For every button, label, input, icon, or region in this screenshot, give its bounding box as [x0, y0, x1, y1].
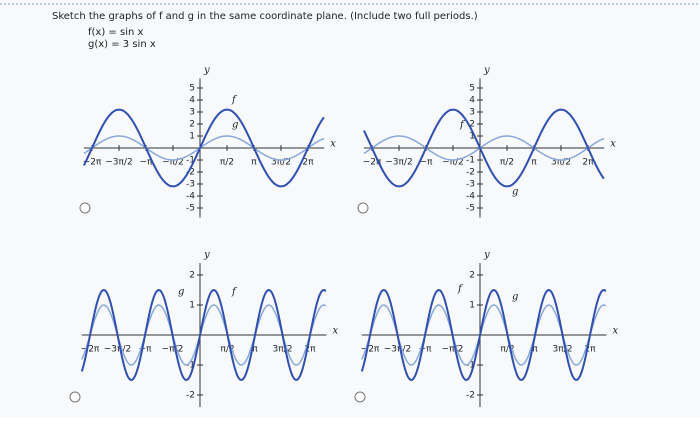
radio-button[interactable] — [79, 202, 91, 214]
x-tick-label: π — [252, 345, 258, 355]
y-tick-label: 3 — [469, 108, 475, 118]
x-tick-label: π/2 — [500, 158, 514, 168]
y-tick-label: -4 — [466, 192, 475, 202]
y-tick-label: -1 — [466, 361, 475, 371]
y-tick-label: 4 — [469, 96, 475, 106]
y-tick-label: -1 — [466, 156, 475, 166]
y-tick-label: 2 — [469, 120, 475, 130]
y-tick-label: -3 — [186, 180, 195, 190]
x-tick-label: π — [531, 158, 537, 168]
y-axis-label: y — [203, 250, 210, 261]
x-tick-label: −2π — [361, 345, 380, 355]
x-tick-label: −π/2 — [442, 158, 464, 168]
radio-button[interactable] — [354, 391, 366, 403]
instruction: Sketch the graphs of f and g in the same… — [52, 11, 478, 22]
y-tick-label: -1 — [186, 361, 195, 371]
y-tick-label: 2 — [189, 120, 195, 130]
x-tick-label: −π — [420, 158, 434, 168]
x-tick-label: −π — [139, 345, 153, 355]
curve-label-g: g — [512, 292, 518, 303]
x-tick-label: 2π — [302, 158, 314, 168]
y-tick-label: 3 — [189, 108, 195, 118]
x-tick-label: −2π — [363, 158, 382, 168]
x-tick-label: −π/2 — [162, 158, 184, 168]
x-tick-label: −2π — [83, 158, 102, 168]
x-axis-label: x — [333, 326, 339, 337]
y-tick-label: 2 — [469, 271, 475, 281]
y-axis-label: y — [483, 250, 490, 261]
x-tick-label: π/2 — [220, 345, 234, 355]
x-tick-label: π — [532, 345, 538, 355]
y-tick-label: -2 — [466, 168, 475, 178]
y-axis-label: y — [483, 65, 490, 76]
curve — [363, 108, 605, 188]
curve-label-g: g — [232, 120, 238, 131]
y-tick-label: 1 — [189, 132, 195, 142]
y-tick-label: 1 — [469, 301, 475, 311]
x-tick-label: π/2 — [220, 158, 234, 168]
x-tick-label: −3π/2 — [104, 345, 131, 355]
x-tick-label: π — [251, 158, 257, 168]
curve-label-g: g — [178, 287, 184, 298]
x-tick-label: −π/2 — [162, 345, 184, 355]
x-tick-label: 3π/2 — [271, 158, 291, 168]
x-tick-label: −3π/2 — [105, 158, 132, 168]
y-tick-label: 2 — [189, 271, 195, 281]
x-axis-label: x — [330, 139, 336, 150]
radio-button[interactable] — [357, 202, 369, 214]
y-tick-label: -1 — [186, 156, 195, 166]
curve-label-f: f — [231, 95, 238, 106]
x-tick-label: 3π/2 — [553, 345, 573, 355]
curve-label-g: g — [512, 187, 518, 198]
curve — [80, 288, 327, 381]
y-tick-label: 5 — [189, 84, 195, 94]
radio-button[interactable] — [69, 391, 81, 403]
curve-label-f: f — [231, 287, 238, 298]
x-tick-label: π/2 — [500, 345, 514, 355]
g-definition: g(x) = 3 sin x — [88, 39, 156, 50]
x-tick-label: 3π/2 — [551, 158, 571, 168]
x-tick-label: 2π — [584, 345, 596, 355]
y-tick-label: -2 — [186, 391, 195, 401]
curve — [363, 135, 605, 161]
x-tick-label: −π — [140, 158, 154, 168]
x-tick-label: −2π — [81, 345, 100, 355]
y-tick-label: 4 — [189, 96, 195, 106]
y-tick-label: 1 — [189, 301, 195, 311]
y-tick-label: -4 — [186, 192, 195, 202]
y-tick-label: -2 — [186, 168, 195, 178]
f-definition: f(x) = sin x — [88, 27, 143, 38]
x-axis-label: x — [610, 139, 616, 150]
y-tick-label: 1 — [469, 132, 475, 142]
x-tick-label: 2π — [304, 345, 316, 355]
y-tick-label: -3 — [466, 180, 475, 190]
curve-label-f: f — [457, 284, 464, 295]
curve — [83, 135, 325, 161]
x-tick-label: 3π/2 — [273, 345, 293, 355]
y-tick-label: -5 — [466, 204, 475, 214]
x-tick-label: 2π — [582, 158, 594, 168]
y-tick-label: 5 — [469, 84, 475, 94]
y-axis-label: y — [203, 65, 210, 76]
x-tick-label: −π — [419, 345, 433, 355]
curve — [83, 108, 325, 188]
y-tick-label: -2 — [466, 391, 475, 401]
x-tick-label: −3π/2 — [384, 345, 411, 355]
x-tick-label: −π/2 — [442, 345, 464, 355]
x-axis-label: x — [613, 326, 619, 337]
y-tick-label: -5 — [186, 204, 195, 214]
curve-label-f: f — [459, 120, 466, 131]
curve — [360, 288, 607, 381]
x-tick-label: −3π/2 — [385, 158, 412, 168]
